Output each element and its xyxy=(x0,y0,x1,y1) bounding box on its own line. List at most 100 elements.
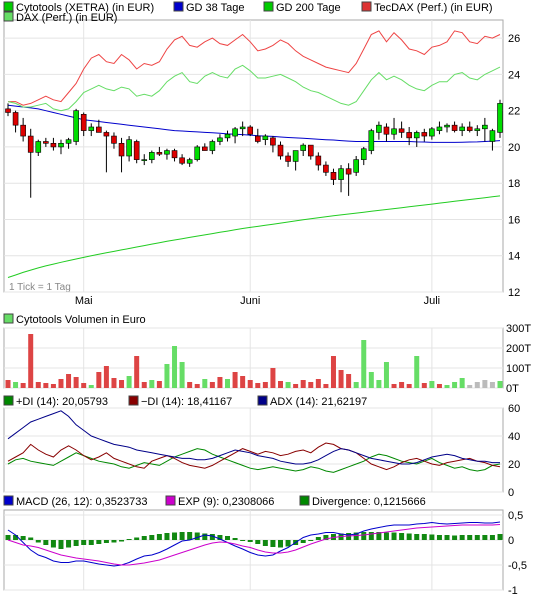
divergence-bar xyxy=(225,536,231,540)
candle-body xyxy=(262,135,269,140)
candle-body xyxy=(330,172,337,180)
divergence-bar xyxy=(277,540,283,548)
candle-body xyxy=(277,144,284,157)
candle-body xyxy=(171,150,178,159)
divergence-bar xyxy=(323,535,329,540)
candle-body xyxy=(111,135,117,144)
divergence-bar xyxy=(88,540,94,545)
legend-label-tecdax: TecDAX (Perf.) (in EUR) xyxy=(374,2,493,14)
candle-body xyxy=(307,144,314,157)
volume-bar xyxy=(421,383,427,388)
legend-label-gd38: GD 38 Tage xyxy=(186,2,245,14)
volume-bar xyxy=(262,382,268,388)
candle-body xyxy=(80,113,87,131)
macd-panel-frame xyxy=(3,509,504,591)
legend-swatch-divergence xyxy=(299,495,310,506)
candle-body xyxy=(444,124,450,128)
divergence-bar xyxy=(414,534,420,540)
divergence-bar xyxy=(194,532,200,540)
volume-bar xyxy=(497,381,503,388)
candle-body xyxy=(497,103,503,133)
candle-body xyxy=(126,139,132,157)
divergence-bar xyxy=(232,538,238,540)
candle-body xyxy=(345,168,352,175)
divergence-bar xyxy=(353,532,359,540)
candle-body xyxy=(323,164,329,173)
volume-bar xyxy=(255,383,261,388)
divergence-bar xyxy=(28,537,34,540)
divergence-bar xyxy=(467,535,473,540)
candle-body xyxy=(300,144,307,151)
main-y-tick-label: 24 xyxy=(508,69,520,81)
candle-body xyxy=(20,124,26,137)
legend-swatch-gd38 xyxy=(173,1,184,12)
tick-note: 1 Tick = 1 Tag xyxy=(9,282,71,293)
volume-bar xyxy=(28,334,34,388)
volume-bar xyxy=(293,384,299,388)
volume-bar xyxy=(119,380,125,388)
divergence-bar xyxy=(240,540,246,541)
divergence-bar xyxy=(202,533,208,540)
volume-y-tick-label: 0T xyxy=(506,383,519,395)
volume-bar xyxy=(323,384,329,388)
candle-body xyxy=(353,159,359,173)
main-y-tick-label: 14 xyxy=(508,251,520,263)
volume-bar xyxy=(315,379,321,388)
dmi-y-tick-label: 60 xyxy=(508,403,520,415)
volume-bar xyxy=(452,382,458,388)
candle-body xyxy=(5,108,11,113)
candle-body xyxy=(315,155,322,166)
volume-bar xyxy=(172,346,178,388)
legend-swatch-volume xyxy=(3,313,14,324)
candle-body xyxy=(459,126,465,131)
volume-bar xyxy=(156,381,162,388)
dmi-series-line xyxy=(7,442,501,471)
divergence-bar xyxy=(66,540,72,548)
candle-body xyxy=(141,159,148,161)
dmi-y-tick-label: 20 xyxy=(508,459,520,471)
candle-body xyxy=(12,112,19,126)
divergence-bar xyxy=(482,535,488,540)
candle-body xyxy=(209,141,216,151)
volume-bar xyxy=(50,384,56,388)
series-line-tecdax xyxy=(8,30,501,106)
main-y-tick-label: 22 xyxy=(508,106,520,118)
volume-bar xyxy=(149,380,155,388)
volume-bar xyxy=(391,384,397,388)
legend-swatch-exp xyxy=(165,495,176,506)
divergence-bar xyxy=(285,540,291,547)
legend-swatch-minus-di xyxy=(128,395,139,406)
volume-bar xyxy=(459,378,465,388)
candle-body xyxy=(338,168,344,180)
divergence-bar xyxy=(209,534,215,540)
divergence-bar xyxy=(20,536,26,540)
volume-bar xyxy=(164,364,170,388)
divergence-bar xyxy=(452,535,458,540)
volume-bar xyxy=(361,340,367,388)
legend-label-volume: Cytotools Volumen in Euro xyxy=(16,314,146,326)
divergence-bar xyxy=(96,540,102,544)
volume-bar xyxy=(187,382,193,388)
macd-series-line xyxy=(7,524,501,566)
dmi-legend: +DI (14): 20,05793 −DI (14): 18,41167 AD… xyxy=(3,395,367,408)
volume-bar xyxy=(285,382,291,388)
candle-body xyxy=(254,135,261,142)
divergence-bar xyxy=(149,535,155,540)
main-x-month-label: Juni xyxy=(240,295,260,307)
volume-bar xyxy=(66,374,72,388)
candle-body xyxy=(88,126,95,131)
divergence-bar xyxy=(361,532,367,540)
volume-bar xyxy=(353,382,359,388)
volume-bar xyxy=(73,377,79,388)
main-panel-frame xyxy=(3,19,504,293)
volume-y-tick-label: 100T xyxy=(506,363,531,375)
divergence-bar xyxy=(156,534,162,540)
volume-bar xyxy=(141,382,147,388)
volume-bar xyxy=(240,376,246,388)
divergence-bar xyxy=(119,540,125,542)
divergence-bar xyxy=(406,533,412,540)
volume-bar xyxy=(270,368,276,388)
candle-body xyxy=(292,150,299,162)
divergence-bar xyxy=(474,535,480,540)
